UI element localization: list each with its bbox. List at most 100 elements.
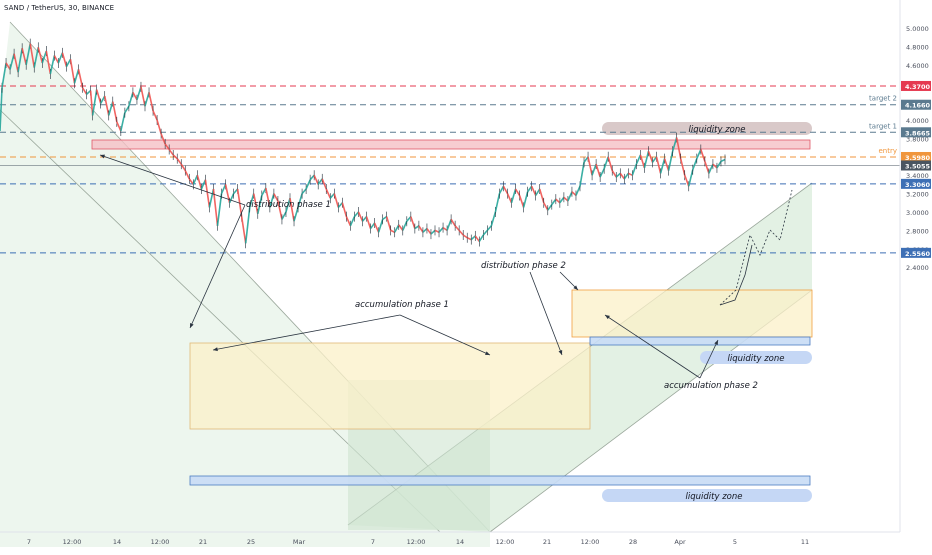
price-tag-label-5: 3.5055 xyxy=(905,162,931,170)
price-segment-135 xyxy=(535,188,541,196)
price-segment-29 xyxy=(107,101,114,116)
price-tick-10: 3.0000 xyxy=(906,209,929,217)
price-segment-181 xyxy=(720,158,726,163)
price-segment-17 xyxy=(61,52,68,67)
price-segment-168 xyxy=(667,151,674,171)
price-segment-21 xyxy=(77,69,84,88)
price-segment-167 xyxy=(663,158,670,171)
price-tick-8: 3.4000 xyxy=(906,172,929,180)
price-segment-106 xyxy=(418,225,424,233)
time-tick-16: 11 xyxy=(801,538,809,546)
liquidity-pill-top xyxy=(602,122,812,135)
price-segment-76 xyxy=(297,193,303,208)
candles-group xyxy=(0,38,726,249)
price-segment-80 xyxy=(313,174,319,185)
label-distribution-phase-2: distribution phase 2 xyxy=(481,261,566,271)
price-segment-153 xyxy=(607,156,613,171)
price-segment-101 xyxy=(398,224,404,231)
time-tick-2: 14 xyxy=(113,538,121,546)
price-segment-150 xyxy=(595,163,601,178)
time-tick-6: Mar xyxy=(293,538,306,546)
arrow-acc1-b-head xyxy=(485,351,490,355)
time-tick-12: 12:00 xyxy=(581,538,600,546)
price-segment-157 xyxy=(623,172,629,180)
price-segment-54 xyxy=(208,188,215,208)
price-segment-45 xyxy=(172,154,178,160)
price-segment-148 xyxy=(587,156,593,176)
price-segment-123 xyxy=(486,225,492,231)
price-segment-176 xyxy=(700,149,706,162)
arrow-acc2-b-head xyxy=(714,340,718,345)
price-segment-96 xyxy=(377,219,384,233)
price-segment-85 xyxy=(333,193,340,208)
price-segment-111 xyxy=(438,227,444,233)
price-segment-163 xyxy=(647,151,654,163)
price-segment-120 xyxy=(474,235,480,242)
price-segment-91 xyxy=(357,211,364,222)
arrow-dist1-b-head xyxy=(190,323,194,328)
price-segment-10 xyxy=(33,47,40,68)
price-segment-27 xyxy=(99,95,106,104)
price-segment-36 xyxy=(136,86,142,100)
price-segment-55 xyxy=(212,188,219,226)
label-accumulation-phase-2: accumulation phase 2 xyxy=(664,381,758,391)
price-segment-108 xyxy=(426,228,432,235)
level-tag-4: entry xyxy=(878,147,897,155)
price-segment-110 xyxy=(434,229,440,233)
price-segment-95 xyxy=(373,222,380,233)
arrow-dist2-a-head xyxy=(558,350,563,355)
price-segment-68 xyxy=(265,187,271,208)
price-segment-71 xyxy=(277,200,283,220)
price-segment-171 xyxy=(679,158,686,176)
label-liquidity-zone-middle: liquidity zone xyxy=(728,354,785,364)
price-segment-28 xyxy=(103,95,110,116)
price-segment-65 xyxy=(252,193,259,214)
time-tick-13: 28 xyxy=(629,538,637,546)
arrow-acc2-a-head xyxy=(605,315,610,320)
arrow-dist1-a xyxy=(99,154,246,206)
price-segment-172 xyxy=(683,174,690,187)
price-segment-178 xyxy=(708,163,714,174)
price-segment-102 xyxy=(402,220,408,231)
price-segment-16 xyxy=(57,52,64,64)
price-segment-81 xyxy=(317,178,323,185)
price-segment-2 xyxy=(1,62,7,88)
price-segment-41 xyxy=(156,119,162,135)
price-segment-39 xyxy=(148,92,154,111)
price-segment-118 xyxy=(466,237,472,241)
price-segment-64 xyxy=(248,193,255,208)
price-segment-12 xyxy=(41,50,48,64)
price-segment-59 xyxy=(228,193,235,204)
price-segment-46 xyxy=(176,158,182,165)
price-segment-146 xyxy=(579,162,585,187)
price-segment-20 xyxy=(73,69,80,84)
liquidity-pill-bottom xyxy=(602,489,812,502)
price-tag-label-7: 2.5560 xyxy=(905,250,931,258)
price-segment-109 xyxy=(430,229,436,235)
level-tag-3: target 1 xyxy=(869,122,897,130)
price-segment-13 xyxy=(45,50,52,75)
symbol-header[interactable]: SAND / TetherUS, 30, BINANCE xyxy=(4,4,115,12)
price-segment-138 xyxy=(547,204,553,211)
price-segment-26 xyxy=(95,89,102,104)
projection-path-solid xyxy=(719,244,753,306)
price-segment-166 xyxy=(659,158,666,174)
price-segment-3 xyxy=(5,62,11,70)
label-liquidity-zone-top: liquidity zone xyxy=(689,125,746,135)
price-segment-52 xyxy=(200,179,207,190)
price-segment-117 xyxy=(462,234,468,239)
price-segment-25 xyxy=(91,89,98,116)
price-segment-124 xyxy=(490,211,497,227)
label-accumulation-phase-1: accumulation phase 1 xyxy=(355,300,449,310)
price-segment-140 xyxy=(555,198,561,204)
price-segment-177 xyxy=(704,161,710,174)
price-segment-100 xyxy=(394,224,400,233)
price-segment-119 xyxy=(470,235,476,241)
price-segment-132 xyxy=(522,191,529,208)
price-tag-label-1: 4.3700 xyxy=(905,83,931,91)
price-segment-44 xyxy=(168,148,174,156)
price-segment-180 xyxy=(716,160,722,169)
arrow-acc1-a-head xyxy=(213,347,218,352)
time-tick-5: 25 xyxy=(247,538,255,546)
